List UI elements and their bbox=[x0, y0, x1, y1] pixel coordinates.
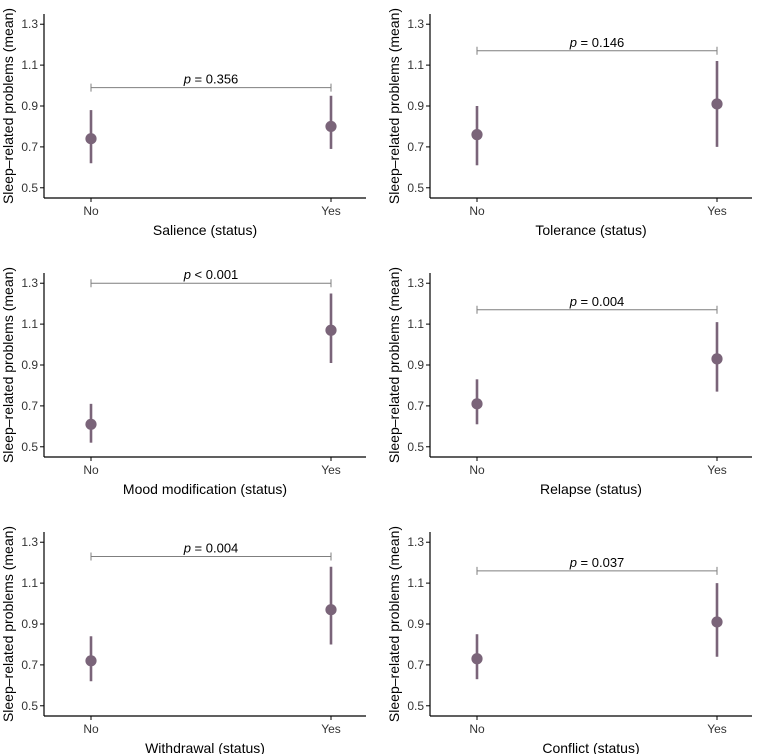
x-tick-label-yes: Yes bbox=[707, 463, 727, 477]
x-tick-label-yes: Yes bbox=[707, 722, 727, 736]
y-axis-title: Sleep–related problems (mean) bbox=[386, 267, 402, 463]
mean-point-yes bbox=[711, 98, 723, 110]
mean-point-no bbox=[471, 129, 483, 141]
y-tick-label: 0.5 bbox=[407, 699, 424, 713]
mean-point-no bbox=[471, 398, 483, 410]
x-tick-label-no: No bbox=[469, 204, 485, 218]
p-value-label: p = 0.356 bbox=[183, 72, 239, 87]
p-value-label: p = 0.146 bbox=[569, 35, 625, 50]
x-tick-label-no: No bbox=[469, 463, 485, 477]
y-tick-label: 0.9 bbox=[407, 99, 424, 113]
mean-point-no bbox=[471, 653, 483, 665]
x-tick-label-yes: Yes bbox=[707, 204, 727, 218]
y-tick-label: 0.9 bbox=[21, 617, 38, 631]
y-tick-label: 1.3 bbox=[407, 17, 424, 31]
y-tick-label: 1.3 bbox=[21, 17, 38, 31]
y-axis-title: Sleep–related problems (mean) bbox=[386, 526, 402, 722]
y-tick-label: 1.1 bbox=[21, 576, 38, 590]
y-axis-title: Sleep–related problems (mean) bbox=[0, 526, 16, 722]
x-tick-label-yes: Yes bbox=[321, 722, 341, 736]
y-tick-label: 1.1 bbox=[21, 317, 38, 331]
y-tick-label: 0.7 bbox=[407, 140, 424, 154]
p-value-label: p = 0.037 bbox=[569, 555, 625, 570]
y-tick-label: 1.3 bbox=[21, 276, 38, 290]
y-tick-label: 0.9 bbox=[21, 99, 38, 113]
x-tick-label-no: No bbox=[83, 722, 99, 736]
y-axis-title: Sleep–related problems (mean) bbox=[0, 8, 16, 204]
y-tick-label: 0.9 bbox=[407, 358, 424, 372]
panel-tolerance: 0.5 0.7 0.9 1.1 1.3 No Yes Tolerance (status) Sl… bbox=[386, 8, 752, 238]
panel-withdrawal: 0.5 0.7 0.9 1.1 1.3 No Yes Withdrawal (status) S… bbox=[0, 526, 366, 754]
y-tick-label: 1.3 bbox=[407, 535, 424, 549]
panel-salience: 0.5 0.7 0.9 1.1 1.3 No Yes Salience (status) Sle… bbox=[0, 8, 366, 238]
x-axis-title: Tolerance (status) bbox=[535, 222, 646, 238]
y-tick-label: 0.9 bbox=[407, 617, 424, 631]
x-tick-label-no: No bbox=[83, 463, 99, 477]
panel-mood-modification: 0.5 0.7 0.9 1.1 1.3 No Yes Mood modification (s… bbox=[0, 267, 366, 497]
y-tick-label: 1.3 bbox=[21, 535, 38, 549]
y-tick-label: 0.7 bbox=[21, 140, 38, 154]
mean-point-yes bbox=[325, 324, 337, 336]
y-tick-label: 0.7 bbox=[21, 658, 38, 672]
mean-point-yes bbox=[325, 120, 337, 133]
mean-point-no bbox=[85, 133, 97, 145]
mean-point-yes bbox=[711, 616, 723, 628]
y-tick-label: 1.1 bbox=[21, 58, 38, 72]
y-tick-label: 0.5 bbox=[407, 181, 424, 195]
mean-point-no bbox=[85, 418, 97, 430]
y-tick-label: 0.9 bbox=[21, 358, 38, 372]
p-value-label: p < 0.001 bbox=[183, 267, 239, 282]
mean-point-no bbox=[85, 655, 97, 667]
y-tick-label: 1.3 bbox=[407, 276, 424, 290]
y-tick-label: 0.7 bbox=[407, 658, 424, 672]
x-axis-title: Withdrawal (status) bbox=[145, 740, 265, 754]
mean-point-yes bbox=[711, 353, 723, 365]
y-tick-label: 0.7 bbox=[21, 399, 38, 413]
x-axis-title: Relapse (status) bbox=[540, 481, 642, 497]
panel-relapse: 0.5 0.7 0.9 1.1 1.3 No Yes Relapse (status) Slee… bbox=[386, 267, 752, 497]
y-tick-label: 1.1 bbox=[407, 576, 424, 590]
p-value-label: p = 0.004 bbox=[569, 294, 625, 309]
mean-point-yes bbox=[325, 604, 337, 616]
x-axis-title: Salience (status) bbox=[153, 222, 257, 238]
y-tick-label: 0.5 bbox=[21, 699, 38, 713]
p-value-label: p = 0.004 bbox=[183, 541, 239, 556]
panel-conflict: 0.5 0.7 0.9 1.1 1.3 No Yes Conflict (status) Sle… bbox=[386, 526, 752, 754]
x-tick-label-yes: Yes bbox=[321, 463, 341, 477]
y-axis-title: Sleep–related problems (mean) bbox=[386, 8, 402, 204]
y-tick-label: 0.5 bbox=[21, 440, 38, 454]
x-tick-label-no: No bbox=[469, 722, 485, 736]
y-tick-label: 0.7 bbox=[407, 399, 424, 413]
y-tick-label: 0.5 bbox=[21, 181, 38, 195]
x-tick-label-no: No bbox=[83, 204, 99, 218]
x-tick-label-yes: Yes bbox=[321, 204, 341, 218]
y-axis-title: Sleep–related problems (mean) bbox=[0, 267, 16, 463]
x-axis-title: Conflict (status) bbox=[542, 740, 639, 754]
x-axis-title: Mood modification (status) bbox=[123, 481, 287, 497]
y-tick-label: 1.1 bbox=[407, 317, 424, 331]
y-tick-label: 0.5 bbox=[407, 440, 424, 454]
y-tick-label: 1.1 bbox=[407, 58, 424, 72]
